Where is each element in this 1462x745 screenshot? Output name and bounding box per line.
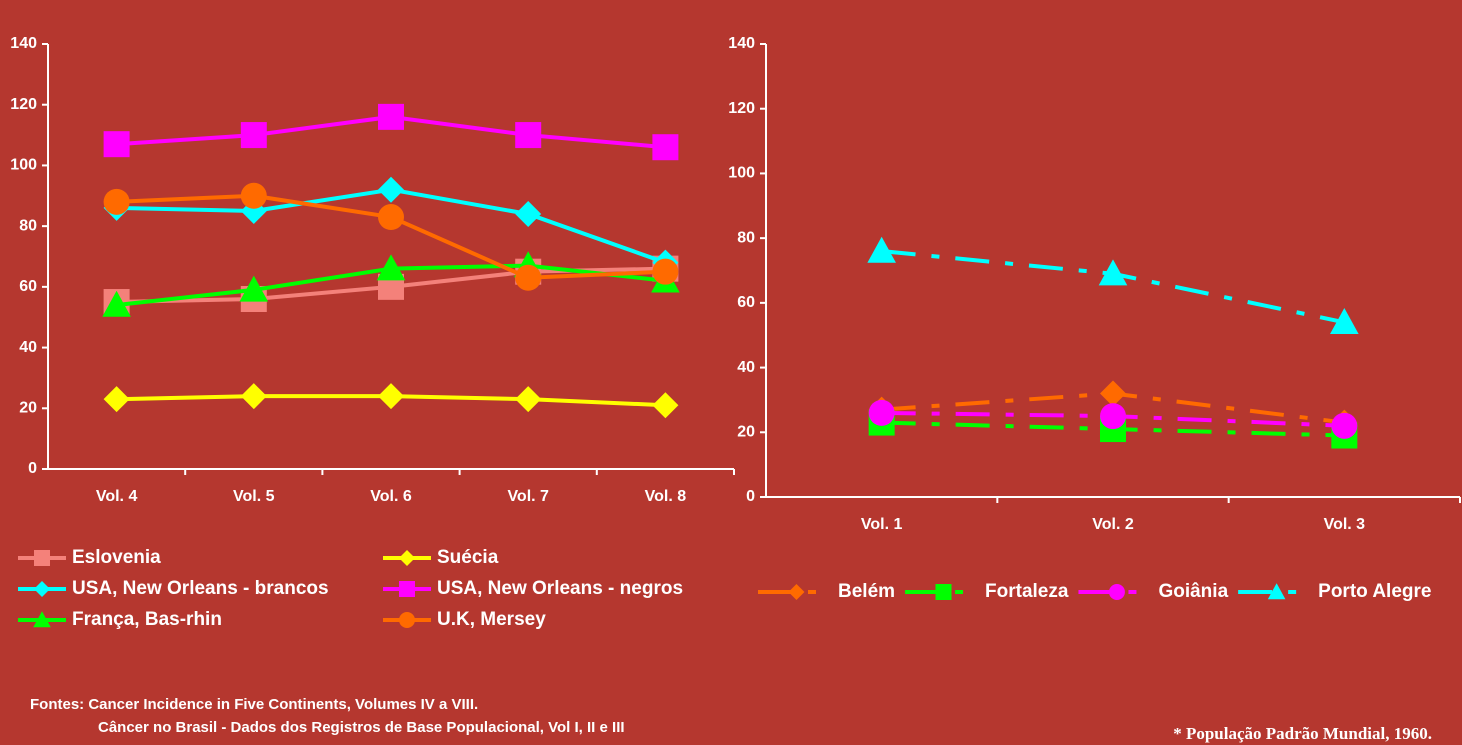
y-tick-label: 60 <box>737 294 755 311</box>
marker <box>515 122 542 149</box>
marker <box>652 134 679 161</box>
marker <box>1100 380 1126 407</box>
x-tick-label: Vol. 8 <box>645 488 687 505</box>
marker <box>378 383 404 410</box>
y-tick-label: 0 <box>746 488 755 505</box>
marker <box>34 581 50 597</box>
legend-label: Belém <box>838 581 895 602</box>
marker <box>378 204 404 231</box>
x-tick-label: Vol. 3 <box>1324 516 1366 533</box>
y-tick-label: 20 <box>19 400 37 417</box>
source-line: Fontes: Cancer Incidence in Five Contine… <box>30 696 478 713</box>
x-tick-label: Vol. 2 <box>1092 516 1134 533</box>
y-tick-label: 120 <box>10 96 37 113</box>
y-tick-label: 100 <box>10 157 37 174</box>
x-tick-label: Vol. 6 <box>370 488 412 505</box>
marker <box>399 581 415 597</box>
marker <box>515 201 542 227</box>
marker <box>378 176 404 203</box>
y-tick-label: 20 <box>737 424 755 441</box>
legend-label: Porto Alegre <box>1318 581 1431 602</box>
y-tick-label: 40 <box>19 339 37 356</box>
legend-label: Suécia <box>437 547 499 568</box>
marker <box>1331 412 1358 439</box>
x-tick-label: Vol. 5 <box>233 488 275 505</box>
marker <box>239 275 269 302</box>
marker <box>867 236 896 263</box>
marker <box>1108 584 1125 600</box>
marker <box>399 612 415 628</box>
y-tick-label: 80 <box>737 229 755 246</box>
marker <box>935 584 952 600</box>
y-tick-label: 100 <box>728 165 755 182</box>
legend-label: U.K, Mersey <box>437 609 546 630</box>
marker <box>33 611 51 628</box>
legend-label: USA, New Orleans - negros <box>437 578 683 599</box>
marker <box>103 131 130 158</box>
marker <box>378 103 404 130</box>
y-tick-label: 120 <box>728 100 755 117</box>
marker <box>1330 307 1359 334</box>
legend-label: Eslovenia <box>72 547 161 568</box>
marker <box>788 584 805 600</box>
marker <box>102 290 131 317</box>
legend-label: Goiânia <box>1158 581 1228 602</box>
marker <box>103 188 130 215</box>
y-tick-label: 140 <box>10 35 37 52</box>
y-tick-label: 0 <box>28 460 37 477</box>
y-tick-label: 60 <box>19 278 37 295</box>
marker <box>1267 583 1286 600</box>
marker <box>240 122 267 149</box>
y-tick-label: 80 <box>19 217 37 234</box>
marker <box>399 550 415 566</box>
y-tick-label: 140 <box>728 35 755 52</box>
x-tick-label: Vol. 4 <box>96 488 138 505</box>
marker <box>240 383 267 410</box>
marker <box>240 182 267 209</box>
x-tick-label: Vol. 1 <box>861 516 903 533</box>
marker <box>868 399 895 426</box>
x-tick-label: Vol. 7 <box>507 488 549 505</box>
footnote: * População Padrão Mundial, 1960. <box>1173 724 1432 743</box>
source-line: Câncer no Brasil - Dados dos Registros d… <box>98 719 625 736</box>
marker <box>103 386 130 413</box>
y-tick-label: 40 <box>737 359 755 376</box>
legend-label: Fortaleza <box>985 581 1069 602</box>
marker <box>376 254 406 281</box>
marker <box>1100 403 1126 430</box>
marker <box>515 264 542 291</box>
marker <box>652 258 679 285</box>
marker <box>34 550 50 566</box>
marker <box>515 386 542 413</box>
legend-label: França, Bas-rhin <box>72 609 222 630</box>
marker <box>1098 259 1128 286</box>
marker <box>652 392 679 419</box>
legend-label: USA, New Orleans - brancos <box>72 578 329 599</box>
